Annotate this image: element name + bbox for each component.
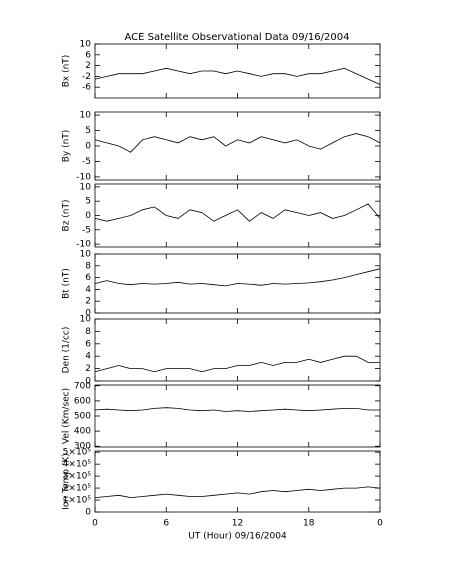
y-tick-label: 0 <box>85 508 91 518</box>
y-tick-label: -5 <box>82 225 91 235</box>
y-tick-label: 6 <box>85 50 91 60</box>
y-tick-label: 4 <box>85 352 91 362</box>
data-line <box>94 268 381 287</box>
y-tick-label: 6 <box>85 339 91 349</box>
data-line <box>94 203 381 222</box>
y-tick-label: 6 <box>85 273 91 283</box>
y-tick-label: 10 <box>80 182 92 192</box>
y-axis-label: Bx (nT) <box>62 55 72 88</box>
y-tick-label: 5×10⁵ <box>63 448 92 458</box>
y-tick-label: 10 <box>80 315 92 325</box>
y-tick-label: 0 <box>85 377 91 387</box>
y-axis-label: Ion Temp (K) <box>62 453 72 510</box>
y-tick-label: 2 <box>85 364 91 374</box>
data-line <box>94 355 380 373</box>
y-tick-label: 500 <box>74 412 91 422</box>
y-tick-label: 10 <box>80 40 92 50</box>
y-tick-label: 8 <box>85 261 91 271</box>
y-tick-label: -2 <box>82 72 91 82</box>
data-line <box>94 407 380 412</box>
y-tick-label: 2 <box>85 297 91 307</box>
panel-frame <box>94 318 381 382</box>
y-axis-label: By (nT) <box>62 130 72 163</box>
y-axis-label: Vel (Km/sec) <box>62 388 72 444</box>
y-tick-label: 400 <box>74 427 91 437</box>
x-tick-label: 18 <box>303 519 315 529</box>
y-axis-label: Bt (nT) <box>62 268 72 299</box>
y-tick-label: 10 <box>80 250 92 260</box>
y-tick-label: 5 <box>85 197 91 207</box>
x-tick-label: 6 <box>163 519 169 529</box>
y-tick-label: 3×10⁵ <box>63 472 92 482</box>
chart-title: ACE Satellite Observational Data 09/16/2… <box>125 32 350 43</box>
y-tick-label: 300 <box>74 442 91 452</box>
x-tick-label: 0 <box>92 519 98 529</box>
y-tick-label: 10 <box>80 111 92 121</box>
y-tick-label: 1×10⁵ <box>63 496 92 506</box>
y-tick-label: -6 <box>82 83 91 93</box>
y-tick-label: 4 <box>85 285 91 295</box>
y-tick-label: 0 <box>85 309 91 319</box>
y-tick-label: 2×10⁵ <box>63 484 92 494</box>
panel-frame <box>94 111 381 181</box>
panel-frame <box>94 183 381 248</box>
y-tick-label: 0 <box>85 142 91 152</box>
y-axis-label: Den (1/cc) <box>62 327 72 374</box>
y-tick-label: -5 <box>82 157 91 167</box>
y-tick-label: 700 <box>74 381 91 391</box>
panel-frame <box>94 384 381 448</box>
x-tick-label: 12 <box>232 519 243 529</box>
y-tick-label: -10 <box>76 240 91 250</box>
y-tick-label: 5 <box>85 126 91 136</box>
y-tick-label: 600 <box>74 396 91 406</box>
y-tick-label: -10 <box>76 172 91 182</box>
y-axis-label: Bz (nT) <box>62 200 72 232</box>
panel-frame <box>94 450 381 513</box>
x-tick-label: 0 <box>377 519 383 529</box>
data-line <box>94 486 381 499</box>
data-line <box>94 67 381 85</box>
data-line <box>94 133 381 153</box>
y-tick-label: 4×10⁵ <box>63 460 92 470</box>
y-tick-label: 2 <box>85 61 91 71</box>
y-tick-label: 8 <box>85 327 91 337</box>
x-axis-label: UT (Hour) 09/16/2004 <box>188 532 287 542</box>
y-tick-label: 0 <box>85 211 91 221</box>
